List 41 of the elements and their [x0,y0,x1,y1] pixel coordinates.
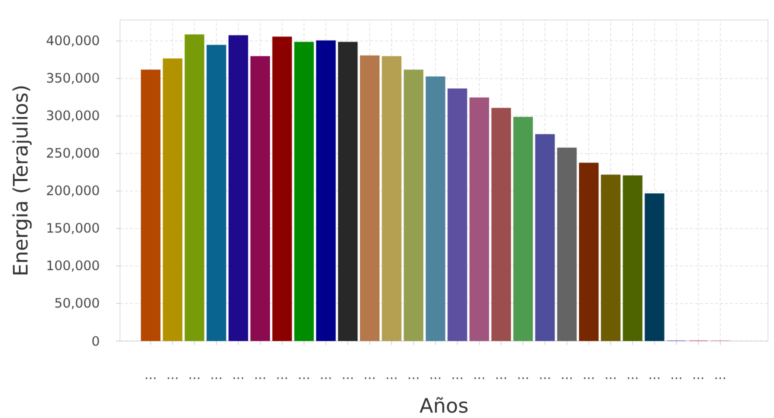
x-tick-label: ... [584,377,594,379]
x-tick-label: ... [474,377,484,379]
bar [140,70,160,341]
x-tick-label: ... [386,377,396,379]
y-tick-label: 100,000 [47,260,99,272]
y-axis-title: Energia (Terajulios) [12,86,32,274]
x-axis-title: Años [420,397,468,413]
x-tick-label: ... [606,377,616,379]
y-tick-label: 0 [92,336,99,346]
y-tick-label: 300,000 [47,110,99,122]
x-tick-label: ... [452,377,462,379]
x-tick-label: ... [650,377,660,379]
x-tick-label: ... [233,377,244,379]
x-tick-label: ... [364,377,375,379]
x-tick-label: ... [408,377,418,379]
bar [404,70,424,341]
x-tick-label: ... [672,377,682,379]
x-tick-label: ... [694,377,704,379]
x-tick-label: ... [518,377,528,379]
x-tick-label: ... [496,377,506,379]
x-tick-label: ... [190,377,200,379]
x-tick-label: ... [321,377,331,379]
x-tick-label: ... [255,377,266,379]
bar [162,58,182,341]
y-tick-label: 50,000 [55,298,99,310]
x-tick-label: ... [299,377,309,379]
x-tick-label: ... [212,377,222,379]
y-tick-label: 400,000 [46,35,99,47]
x-tick-label: ... [146,377,156,379]
x-tick-label: ... [562,377,572,379]
x-tick-label: ... [628,377,638,379]
x-tick-label: ... [277,377,287,379]
x-tick-label: ... [715,377,726,379]
y-tick-label: 200,000 [46,185,99,197]
y-tick-label: 150,000 [47,222,99,234]
x-tick-label: ... [430,377,440,379]
x-tick-label: ... [168,377,178,379]
x-tick-label: ... [343,377,353,379]
y-tick-label: 350,000 [47,72,99,84]
x-tick-label: ... [540,377,550,379]
y-tick-label: 250,000 [46,148,99,160]
